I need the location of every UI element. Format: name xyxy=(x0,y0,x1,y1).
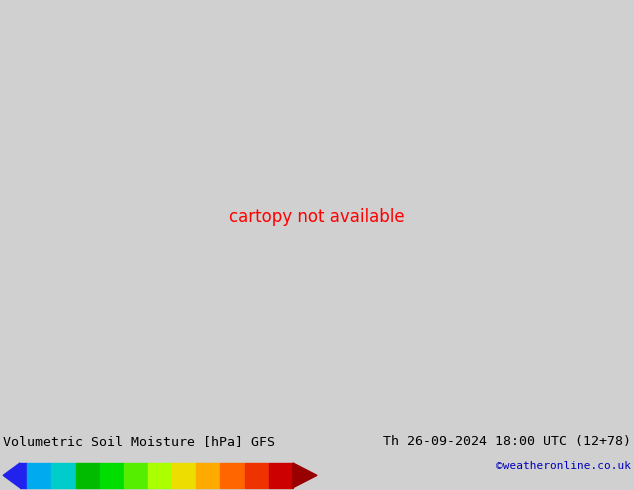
Bar xyxy=(172,463,197,488)
Text: Volumetric Soil Moisture [hPa] GFS: Volumetric Soil Moisture [hPa] GFS xyxy=(3,435,275,448)
Bar xyxy=(221,463,245,488)
Bar xyxy=(100,463,124,488)
Bar xyxy=(197,463,221,488)
Bar xyxy=(75,463,100,488)
Polygon shape xyxy=(3,463,20,488)
Text: ©weatheronline.co.uk: ©weatheronline.co.uk xyxy=(496,461,631,471)
Bar xyxy=(245,463,269,488)
Polygon shape xyxy=(293,463,317,488)
Text: Th 26-09-2024 18:00 UTC (12+78): Th 26-09-2024 18:00 UTC (12+78) xyxy=(383,435,631,448)
Bar xyxy=(124,463,148,488)
Bar xyxy=(27,463,51,488)
Bar xyxy=(20,463,27,488)
Bar xyxy=(51,463,75,488)
Text: cartopy not available: cartopy not available xyxy=(229,208,405,226)
Bar xyxy=(269,463,293,488)
Bar xyxy=(148,463,172,488)
